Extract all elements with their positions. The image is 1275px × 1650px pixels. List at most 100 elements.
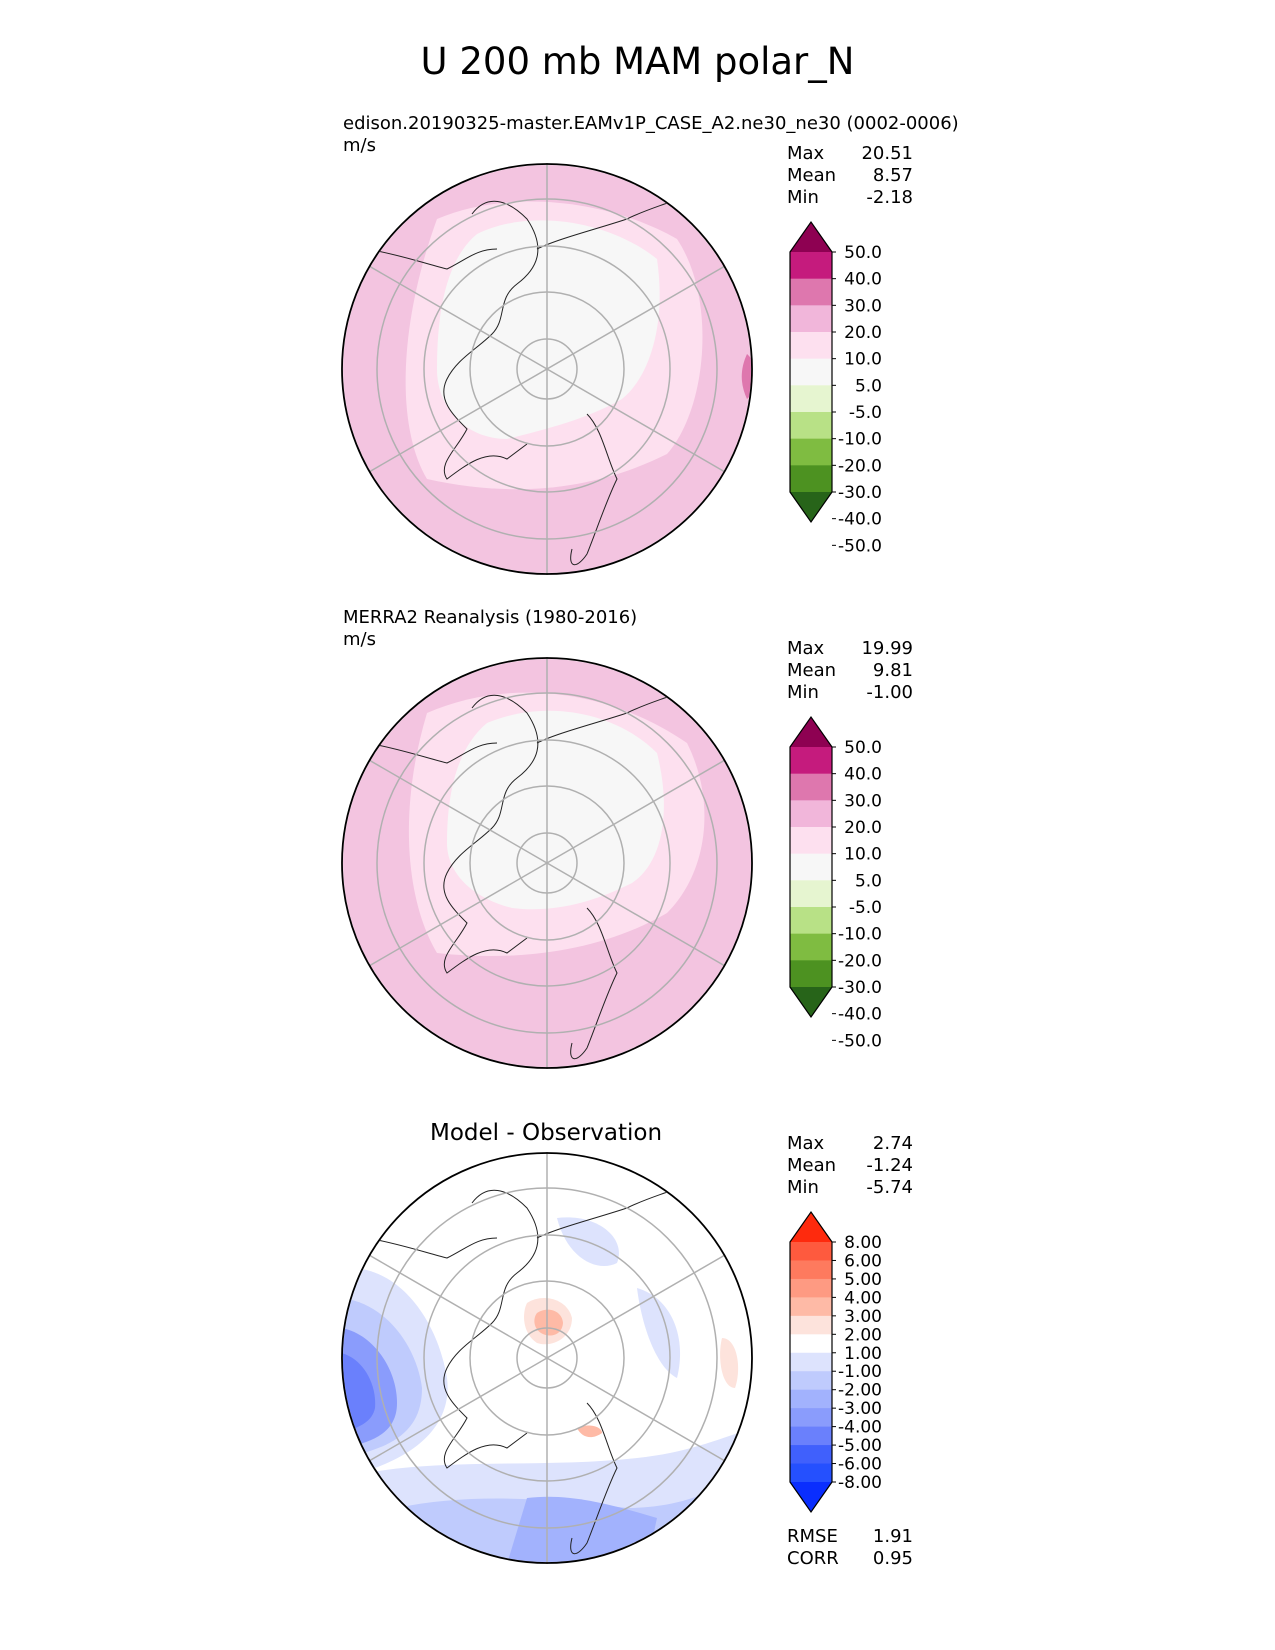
colorbar-segment [790, 438, 832, 466]
field-contour-pos1 [720, 1338, 739, 1388]
colorbar-tick-label: 10.0 [844, 350, 882, 370]
colorbar-tick-label: 50.0 [844, 243, 882, 263]
colorbar-tick-label: 20.0 [844, 818, 882, 838]
colorbar-tick-label: 5.0 [855, 871, 882, 891]
colorbar-extend-min [790, 1482, 832, 1512]
stat-value: -5.74 [866, 1177, 913, 1198]
colorbar-tick-label: -6.00 [838, 1455, 882, 1475]
map-boundary [341, 1152, 753, 1564]
colorbar-segment [790, 1352, 832, 1372]
colorbar-tick-label: -30.0 [838, 483, 882, 503]
panel3-polar-map [341, 1152, 753, 1564]
colorbar-tick-label: -2.00 [838, 1381, 882, 1401]
stat-label: Min [787, 1177, 819, 1198]
map-boundary [341, 657, 753, 1069]
colorbar-tick-label: 2.00 [844, 1325, 882, 1345]
colorbar-tick-label: 20.0 [844, 323, 882, 343]
colorbar-tick-label: -5.0 [849, 898, 882, 918]
panel3-metrics: RMSE 1.91 CORR 0.95 [787, 1526, 913, 1570]
colorbar-tick-label: -8.00 [838, 1473, 882, 1493]
colorbar-tick-label: -1.00 [838, 1362, 882, 1382]
colorbar-segment [790, 1260, 832, 1280]
field-contour-20 [741, 354, 751, 399]
colorbar-segment [790, 1278, 832, 1298]
field-contour-pos2 [577, 1425, 602, 1438]
graticule [368, 657, 726, 1069]
panel2-title: MERRA2 Reanalysis (1980-2016) [343, 607, 638, 628]
colorbar-tick-label: -40.0 [838, 1005, 882, 1025]
colorbar-extend-min [790, 987, 832, 1017]
colorbar-extend-max [790, 1212, 832, 1242]
figure-title: U 200 mb MAM polar_N [420, 40, 855, 83]
panel1-polar-map [341, 163, 753, 575]
stat-value: 9.81 [872, 660, 913, 681]
colorbar-segment [790, 773, 832, 801]
graticule [368, 1152, 726, 1564]
colorbar-segment [790, 853, 832, 881]
panel1-title: edison.20190325-master.EAMv1P_CASE_A2.ne… [343, 113, 959, 134]
panel3-colorbar: 8.006.005.004.003.002.001.00-1.00-2.00-3… [789, 1210, 882, 1514]
colorbar-tick-label: 30.0 [844, 296, 882, 316]
colorbar-segment [790, 332, 832, 360]
colorbar-segment [790, 800, 832, 828]
colorbar-segment [790, 933, 832, 961]
stat-label: Max [787, 1133, 825, 1154]
map-boundary [341, 163, 753, 575]
colorbar-tick-label: 4.00 [844, 1288, 882, 1308]
colorbar-extend-max [790, 717, 832, 747]
colorbar-segment [790, 1389, 832, 1409]
stat-value: 8.57 [872, 165, 913, 186]
colorbar-segment [790, 1426, 832, 1446]
colorbar-segment [790, 305, 832, 333]
colorbar-tick-label: -50.0 [838, 1031, 882, 1051]
graticule [368, 163, 726, 575]
coastlines [366, 198, 678, 566]
colorbar-extend-max [790, 222, 832, 252]
metric-label: CORR [787, 1548, 839, 1569]
panel3-stats: Max 2.74 Mean -1.24 Min -5.74 [787, 1133, 913, 1199]
colorbar-segment [790, 880, 832, 908]
stat-label: Max [787, 638, 825, 659]
colorbar-tick-label: -4.00 [838, 1418, 882, 1438]
panel1-units: m/s [343, 135, 376, 156]
panel2-units: m/s [343, 629, 376, 650]
colorbar-tick-label: 5.00 [844, 1270, 882, 1290]
stat-label: Min [787, 682, 819, 703]
colorbar-segment [790, 827, 832, 855]
stat-value: -1.00 [866, 682, 913, 703]
colorbar-tick-label: 40.0 [844, 765, 882, 785]
colorbar-tick-label: -5.00 [838, 1436, 882, 1456]
colorbar-tick-label: -20.0 [838, 951, 882, 971]
colorbar-segment [790, 1242, 832, 1262]
colorbar-segment [790, 747, 832, 775]
colorbar-tick-label: 40.0 [844, 270, 882, 290]
field-contour-5 [447, 710, 664, 910]
colorbar-tick-label: -10.0 [838, 430, 882, 450]
colorbar-tick-label: -5.0 [849, 403, 882, 423]
colorbar-extend-min [790, 492, 832, 522]
colorbar-tick-label: 10.0 [844, 845, 882, 865]
stat-value: 2.74 [872, 1133, 913, 1154]
stat-label: Mean [787, 660, 837, 681]
stat-value: -2.18 [866, 187, 913, 208]
colorbar-tick-label: 30.0 [844, 791, 882, 811]
colorbar-segment [790, 1371, 832, 1391]
coastlines [366, 1187, 678, 1555]
stat-label: Mean [787, 1155, 837, 1176]
colorbar-segment [790, 252, 832, 280]
colorbar-tick-label: 8.00 [844, 1233, 882, 1253]
colorbar-segment [790, 465, 832, 493]
stat-value: -1.24 [866, 1155, 913, 1176]
stat-value: 19.99 [861, 638, 913, 659]
colorbar-segment [790, 1334, 832, 1354]
colorbar-segment [790, 1297, 832, 1317]
colorbar-segment [790, 907, 832, 935]
colorbar-tick-label: 6.00 [844, 1251, 882, 1271]
field-contour-5 [437, 220, 660, 439]
colorbar-tick-label: -20.0 [838, 456, 882, 476]
stat-label: Min [787, 187, 819, 208]
colorbar-tick-label: 1.00 [844, 1344, 882, 1364]
colorbar-tick-label: -30.0 [838, 978, 882, 998]
colorbar-tick-label: -40.0 [838, 510, 882, 530]
colorbar-segment [790, 1408, 832, 1428]
